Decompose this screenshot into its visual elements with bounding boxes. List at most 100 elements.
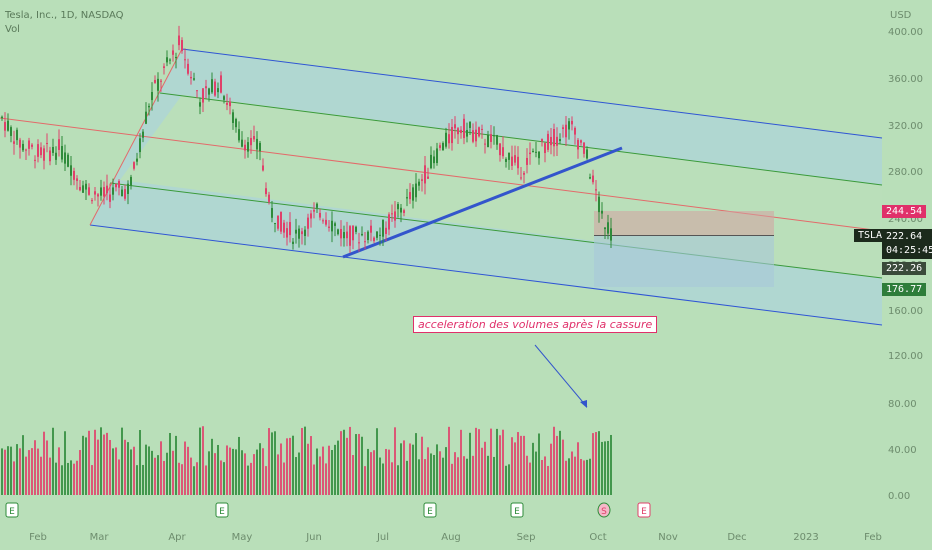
mid-level-value: 222.26 [886, 263, 923, 274]
volume-bar [118, 459, 120, 495]
candle-body [337, 229, 339, 235]
candle-body [403, 210, 405, 213]
candle-body [541, 139, 543, 142]
candle-body [349, 226, 351, 246]
candle-body [430, 154, 432, 169]
green-level-tag: 176.77 [882, 283, 927, 296]
volume-bar [436, 444, 438, 495]
volume-bar [568, 458, 570, 495]
volume-bar [451, 463, 453, 495]
time-tick-label: Dec [727, 532, 746, 543]
candle-body [211, 79, 213, 93]
volume-bar [430, 453, 432, 495]
candle-body [46, 142, 48, 144]
volume-bar [397, 465, 399, 495]
volume-bar [580, 458, 582, 495]
volume-bar [448, 426, 450, 495]
volume-bar [421, 436, 423, 495]
candle-body [34, 159, 36, 161]
volume-bar [148, 446, 150, 495]
candle-body [589, 177, 591, 179]
candle-body [505, 158, 507, 162]
candle-body [433, 156, 435, 164]
candle-body [448, 134, 450, 144]
volume-bar [64, 431, 66, 495]
candle-body [142, 131, 144, 138]
candle-body [22, 143, 24, 151]
candle-body [481, 128, 483, 130]
candle-body [295, 229, 297, 234]
event-marker-box [597, 502, 611, 518]
volume-bar [43, 431, 45, 495]
candle-body [478, 127, 480, 137]
volume-bar [457, 457, 459, 495]
candle-body [286, 228, 288, 238]
volume-bar [595, 432, 597, 495]
candle-body [97, 194, 99, 197]
volume-bar [388, 449, 390, 495]
volume-bar [538, 433, 540, 495]
candle-body [88, 187, 90, 195]
volume-bar [481, 447, 483, 495]
candle-body [556, 136, 558, 146]
candle-body [493, 135, 495, 137]
volume-bar [22, 435, 24, 495]
candle-body [610, 228, 612, 241]
candle-body [343, 232, 345, 239]
volume-bar [10, 446, 12, 495]
time-tick-label: Jul [376, 532, 389, 543]
candle-body [568, 121, 570, 130]
volume-bar [553, 426, 555, 495]
volume-bar [187, 446, 189, 495]
candle-body [382, 220, 384, 237]
volume-bar [163, 460, 165, 495]
volume-bar [523, 435, 525, 495]
volume-bar [226, 445, 228, 495]
time-tick-label: 2023 [793, 532, 818, 543]
candle-body [79, 186, 81, 191]
volume-bar [607, 440, 609, 495]
candle-body [256, 138, 258, 150]
volume-bar [562, 439, 564, 495]
candle-body [352, 225, 354, 241]
candle-body [148, 105, 150, 108]
candle-body [223, 96, 225, 100]
volume-bar [385, 448, 387, 495]
volume-bar [370, 452, 372, 495]
price-tick-label: 120.00 [888, 351, 923, 362]
volume-bar [316, 448, 318, 495]
candle-body [490, 134, 492, 142]
volume-bar [382, 463, 384, 495]
volume-bar [487, 455, 489, 495]
volume-bar [244, 453, 246, 495]
volume-bar [574, 456, 576, 495]
candle-body [136, 158, 138, 162]
candle-body [232, 112, 234, 123]
candle-body [94, 191, 96, 195]
candle-body [358, 242, 360, 244]
volume-bar [298, 452, 300, 495]
volume-bar [325, 463, 327, 495]
annotation-arrow-line [534, 344, 588, 408]
volume-bar [463, 456, 465, 495]
volume-bar [259, 443, 261, 495]
candle-body [238, 129, 240, 141]
price-tick-label: 280.00 [888, 167, 923, 178]
event-marker-box [510, 502, 524, 518]
candle-body [466, 129, 468, 137]
volume-bar [232, 448, 234, 495]
candle-body [400, 207, 402, 213]
volume-bar [7, 446, 9, 495]
volume-bar [217, 444, 219, 495]
volume-bar [178, 462, 180, 495]
volume-bar [70, 460, 72, 495]
candle-body [58, 139, 60, 150]
candle-body [271, 208, 273, 218]
volume-bar [121, 427, 123, 495]
volume-bar [166, 452, 168, 495]
volume-bar [109, 439, 111, 495]
volume-bar [412, 444, 414, 495]
last-price-value: 222.64 [886, 231, 923, 242]
